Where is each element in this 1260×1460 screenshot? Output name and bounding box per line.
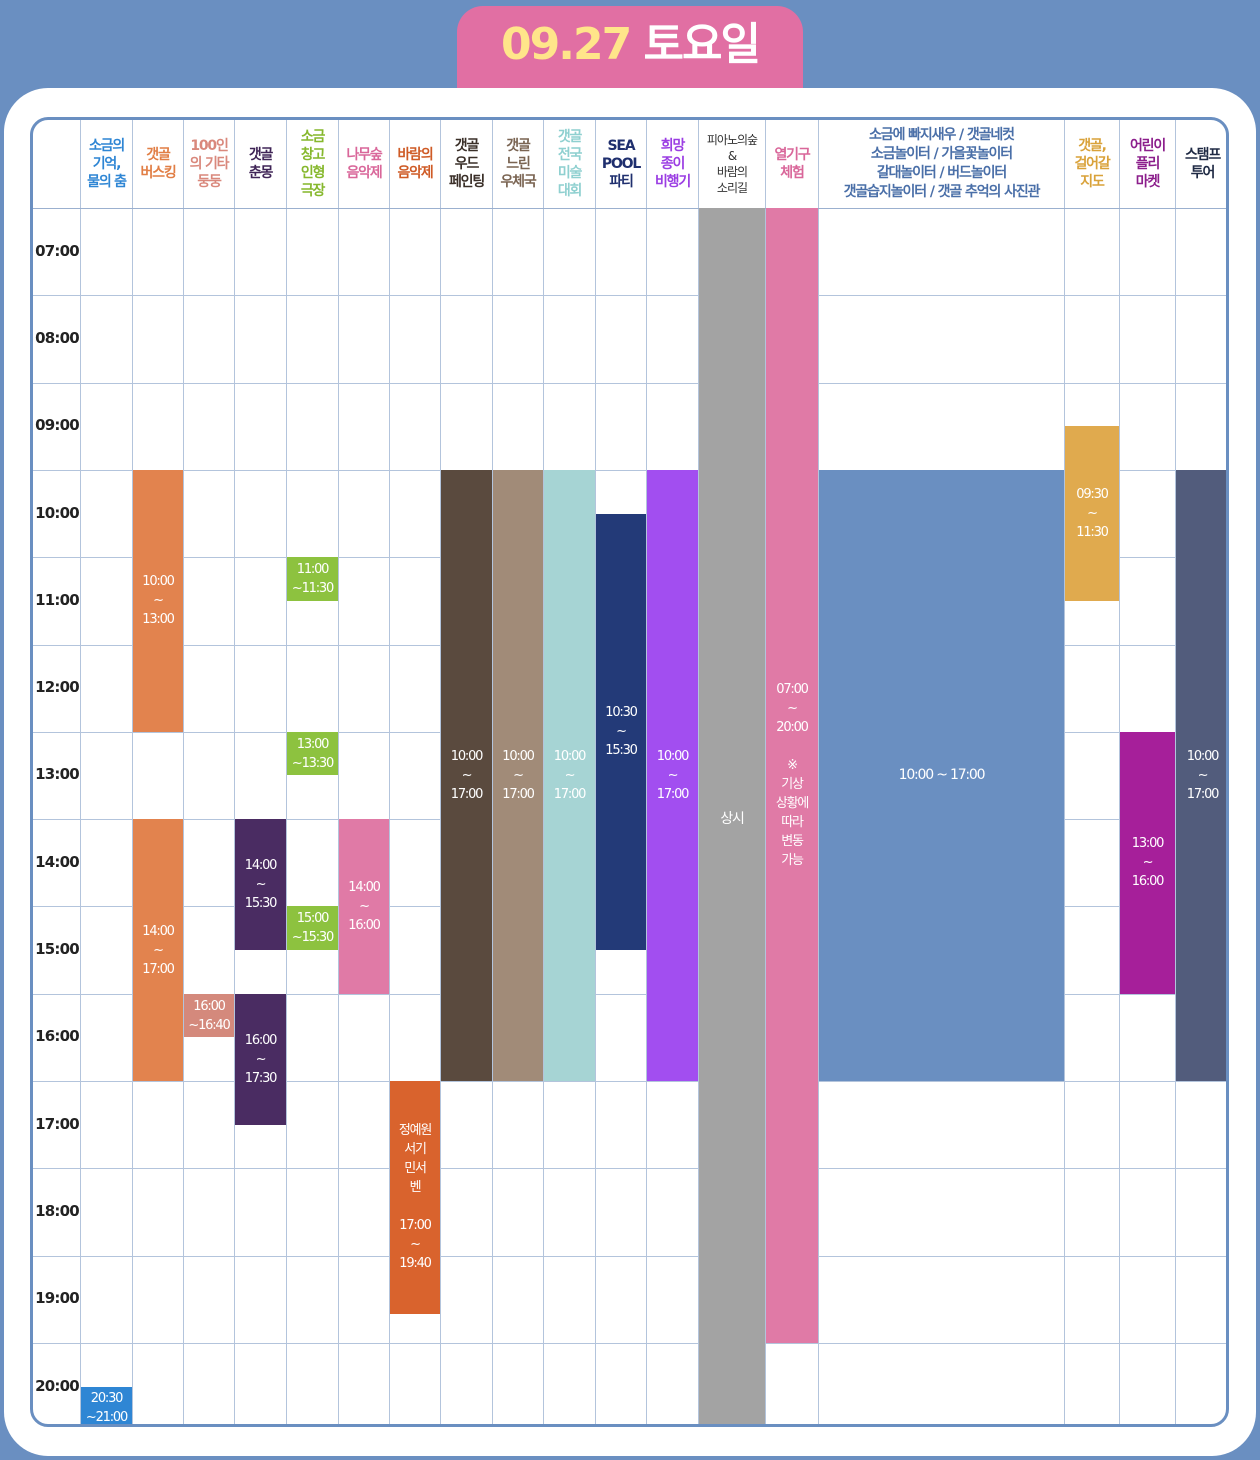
event-block: 10:00 ~ 17:00 [493,469,543,1081]
header-divider [33,208,1226,209]
title-date: 09.27 [501,19,632,70]
grid-hour-divider [33,382,1226,384]
grid-hour-divider [33,1342,1226,1344]
time-label: 13:00 [35,765,80,784]
time-label: 19:00 [35,1289,80,1308]
time-label: 14:00 [35,852,80,871]
grid-column-divider [234,120,235,1424]
grid-column-divider [183,120,184,1424]
event-block: 10:00 ~ 17:00 [441,469,492,1081]
column-header: 어린이 플리 마켓 [1129,138,1166,190]
event-block: 20:30 ~21:00 [81,1386,132,1424]
grid-column-divider [543,120,544,1424]
time-label: 10:00 [35,503,80,522]
column-header: 바람의 음악제 [397,147,433,181]
column-header: 갯골 전국 미술 대회 [557,129,583,199]
event-block: 14:00 ~ 15:30 [235,819,286,951]
time-label: 20:00 [35,1376,80,1395]
grid-column-divider [698,120,699,1424]
column-header: 피아노의숲 & 바람의 소리길 [706,133,758,195]
event-block: 13:00 ~13:30 [287,731,338,776]
column-header: 희망 종이 비행기 [654,138,691,190]
grid-column-divider [1175,120,1176,1424]
grid-column-divider [1119,120,1120,1424]
grid-hour-divider [33,1255,1226,1257]
time-label: 08:00 [35,328,80,347]
grid-column-divider [1064,120,1065,1424]
column-header: 갯골 버스킹 [140,147,176,181]
grid-hour-divider [33,1081,1226,1082]
time-label: 17:00 [35,1114,80,1133]
event-block: 상시 [699,208,765,1424]
event-block: 14:00 ~ 16:00 [339,819,389,994]
grid-column-divider [595,120,596,1424]
column-header: 갯골 느린 우체국 [500,138,536,190]
grid-hour-divider [33,469,1226,471]
event-block: 13:00 ~ 16:00 [1120,731,1175,994]
grid-column-divider [338,120,339,1424]
event-block: 16:00 ~ 17:30 [235,993,286,1125]
time-label: 18:00 [35,1201,80,1220]
page-title: 09.27 토요일 [457,14,803,76]
schedule-grid: 07:00 08:00 09:00 10:00 11:00 12:00 13:00 14:00… [30,117,1229,1427]
event-block: 07:00 ~ 20:00 ※ 기상 상황에 따라 변동 가능 [766,208,818,1343]
column-header: 100인 의 기타 둥둥 [189,138,230,190]
grid-column-divider [132,120,133,1424]
event-block: 10:30 ~ 15:30 [596,513,646,951]
grid-hour-divider [33,295,1226,297]
event-block: 정예원 서기 민서 벤 17:00 ~ 19:40 [390,1081,440,1314]
column-header: SEA POOL 파티 [601,138,641,190]
time-label: 12:00 [35,678,80,697]
time-label: 09:00 [35,416,80,435]
time-label: 11:00 [35,590,80,609]
column-header: 갯골, 걸어갈 지도 [1074,138,1110,190]
grid-column-divider [492,120,493,1424]
event-block: 14:00 ~ 17:00 [133,819,183,1081]
event-block: 10:00 ~ 17:00 [647,469,698,1081]
grid-column-divider [765,120,766,1424]
column-header: 소금의 기억, 물의 춤 [87,138,127,190]
column-header: 열기구 체험 [774,147,810,181]
grid-column-divider [440,120,441,1424]
event-block: 10:00 ~ 13:00 [133,469,183,732]
column-header: 갯골 우드 페인팅 [448,138,485,190]
event-block: 15:00 ~15:30 [287,906,338,951]
event-block: 09:30 ~ 11:30 [1065,426,1119,601]
column-header: 스탬프 투어 [1184,147,1221,181]
title-tab [457,6,803,102]
time-label: 15:00 [35,940,80,959]
grid-column-divider [80,120,81,1424]
column-header: 소금 창고 인형 극장 [300,129,326,199]
grid-hour-divider [33,1168,1226,1170]
grid-column-divider [389,120,390,1424]
grid-hour-divider [33,993,1226,995]
event-block: 16:00 ~16:40 [184,993,234,1038]
event-block: 10:00 ~ 17:00 [544,469,595,1081]
grid-column-divider [646,120,647,1424]
title-day: 토요일 [643,19,761,70]
time-label: 07:00 [35,241,80,260]
grid-column-divider [818,120,819,1424]
time-label: 16:00 [35,1027,80,1046]
event-block: 10:00 ~ 17:00 [819,469,1064,1081]
column-header: 나무숲 음악제 [346,147,382,181]
column-header: 소금에 빠지새우 / 갯골네컷 소금놀이터 / 가을꽃놀이터 갈대놀이터 / 버… [843,127,1041,200]
event-block: 11:00 ~11:30 [287,557,338,601]
event-block: 10:00 ~ 17:00 [1176,469,1226,1081]
grid-column-divider [286,120,287,1424]
column-header: 갯골 춘몽 [248,147,274,181]
